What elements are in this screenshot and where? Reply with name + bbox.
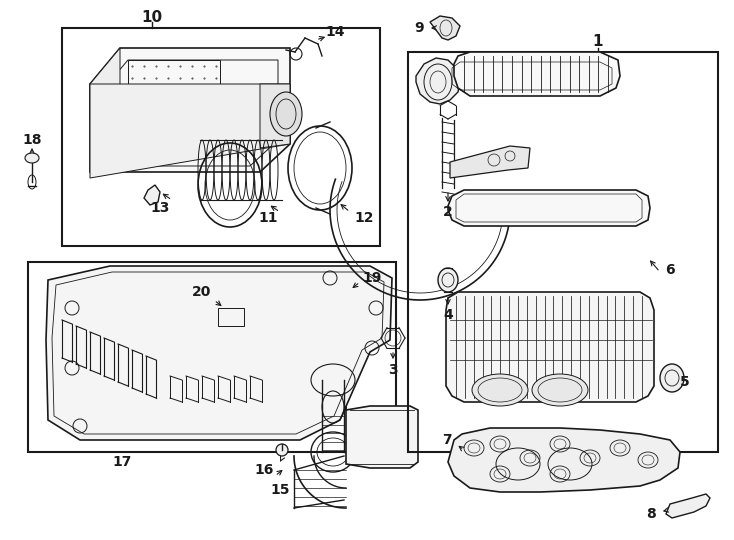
- Text: 2: 2: [443, 205, 453, 219]
- Polygon shape: [260, 84, 290, 148]
- Text: 1: 1: [593, 35, 603, 50]
- Text: 11: 11: [258, 211, 277, 225]
- Bar: [28, 262, 396, 452]
- Text: 18: 18: [22, 133, 42, 147]
- Ellipse shape: [472, 374, 528, 406]
- Text: 7: 7: [443, 433, 452, 447]
- Text: 14: 14: [325, 25, 344, 39]
- Text: 5: 5: [680, 375, 690, 389]
- Text: 12: 12: [354, 211, 374, 225]
- Text: 9: 9: [415, 21, 424, 35]
- Text: 20: 20: [192, 285, 211, 299]
- Ellipse shape: [660, 364, 684, 392]
- Polygon shape: [450, 146, 530, 178]
- Polygon shape: [446, 292, 654, 402]
- Polygon shape: [430, 16, 460, 40]
- Ellipse shape: [438, 268, 458, 292]
- Ellipse shape: [25, 153, 39, 163]
- Polygon shape: [448, 190, 650, 226]
- Polygon shape: [144, 185, 160, 205]
- Text: 15: 15: [270, 483, 290, 497]
- Polygon shape: [90, 84, 290, 178]
- Ellipse shape: [532, 374, 588, 406]
- Polygon shape: [454, 52, 620, 96]
- Text: 17: 17: [112, 455, 131, 469]
- Polygon shape: [666, 494, 710, 518]
- Polygon shape: [46, 266, 392, 440]
- Text: 19: 19: [362, 271, 382, 285]
- Text: 3: 3: [388, 363, 398, 377]
- Bar: [408, 52, 718, 452]
- Text: 8: 8: [646, 507, 656, 521]
- Text: 10: 10: [142, 10, 162, 25]
- Polygon shape: [90, 48, 120, 120]
- Text: 16: 16: [254, 463, 274, 477]
- Bar: [218, 308, 244, 326]
- Text: 6: 6: [665, 263, 675, 277]
- Polygon shape: [90, 48, 290, 172]
- Text: 4: 4: [443, 308, 453, 322]
- Ellipse shape: [276, 444, 288, 456]
- Polygon shape: [416, 58, 460, 104]
- Text: 13: 13: [150, 201, 170, 215]
- Ellipse shape: [270, 92, 302, 136]
- Polygon shape: [448, 428, 680, 492]
- Polygon shape: [346, 406, 418, 468]
- Bar: [62, 28, 380, 246]
